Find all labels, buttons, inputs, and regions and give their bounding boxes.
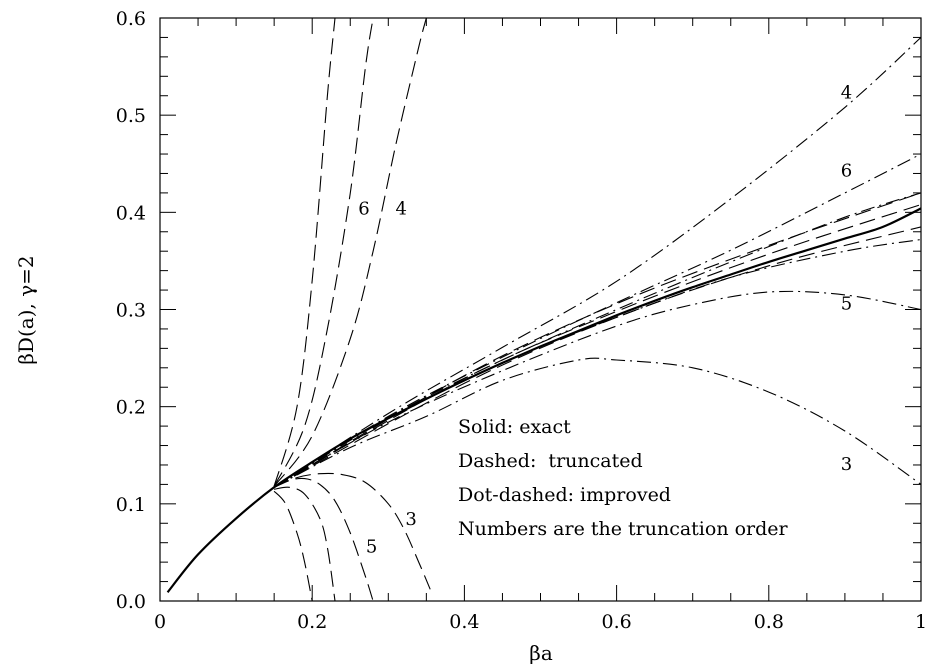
- plot-frame: [159, 17, 922, 602]
- series-dotdash: [273, 192, 921, 488]
- x-tick-label: 1: [915, 611, 927, 633]
- x-axis-label: βa: [529, 641, 553, 665]
- series-dotdash-order-6: [273, 153, 921, 488]
- x-tick-label: 0.2: [297, 611, 327, 633]
- legend-line-dashed: Dashed: truncated: [458, 450, 643, 472]
- series-dashed-order-6: [273, 18, 374, 487]
- series-dashed-order-5: [273, 477, 374, 601]
- y-tick-label: 0.3: [116, 300, 146, 322]
- y-tick-label: 0.2: [116, 397, 146, 419]
- series-dotdash: [273, 238, 921, 488]
- series-dashed: [273, 226, 921, 488]
- legend-notes: Solid: exact Dashed: truncated Dot-dashe…: [458, 416, 789, 540]
- plot-border: [159, 17, 922, 602]
- order-label: 5: [366, 536, 377, 557]
- y-tick-label: 0.6: [116, 8, 146, 30]
- series-dashed: [273, 18, 336, 487]
- series-dotdash-order-5: [273, 290, 921, 488]
- y-tick-label: 0.4: [116, 202, 146, 224]
- order-label: 6: [358, 198, 369, 219]
- legend-line-dotdashed: Dot-dashed: improved: [458, 484, 671, 506]
- y-tick-label: 0.5: [116, 105, 146, 127]
- y-tick-label: 0.1: [116, 494, 146, 516]
- series-dashed: [274, 486, 336, 601]
- y-tick-label: 0.0: [116, 591, 146, 613]
- series-dotdash-order-4: [273, 36, 921, 488]
- ticks-layer: [159, 17, 922, 602]
- series-dashed-order-4: [273, 18, 427, 487]
- x-tick-label: 0.6: [601, 611, 631, 633]
- legend-line-solid: Solid: exact: [458, 416, 571, 438]
- y-axis-label: βD(a), γ=2: [14, 255, 38, 364]
- legend-line-numbers: Numbers are the truncation order: [458, 518, 789, 540]
- series-dashed-order-3: [273, 472, 431, 590]
- order-label: 5: [841, 294, 852, 315]
- series-dashed: [273, 490, 313, 601]
- curve-labels: 6 4 3 5 4 6 5 3: [358, 83, 852, 558]
- x-tick-label: 0.4: [449, 611, 479, 633]
- order-label: 3: [405, 509, 416, 530]
- order-label: 4: [396, 198, 407, 219]
- series-dashed: [273, 192, 921, 488]
- x-tick-label: 0.8: [754, 611, 784, 633]
- order-label: 6: [841, 160, 852, 181]
- series-layer: [166, 18, 921, 601]
- series-dotdash-order-3: [273, 357, 921, 488]
- order-label: 3: [841, 454, 852, 475]
- tick-labels: 0 0.2 0.4 0.6 0.8 1 0.0 0.1 0.2 0.3 0.4 0.5 0.6: [116, 8, 927, 633]
- series-dashed: [273, 204, 921, 488]
- x-tick-label: 0: [154, 611, 166, 633]
- order-label: 4: [841, 83, 852, 104]
